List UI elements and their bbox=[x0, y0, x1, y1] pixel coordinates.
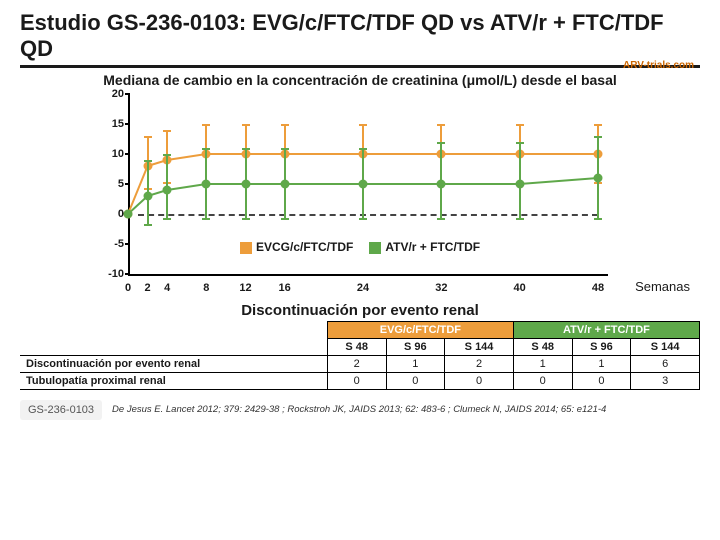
table-cell: 0 bbox=[572, 372, 631, 389]
table-sub-header: S 96 bbox=[572, 338, 631, 355]
table-cell: 3 bbox=[631, 372, 700, 389]
table-row-label: Tubulopatía proximal renal bbox=[20, 372, 327, 389]
data-point bbox=[124, 209, 133, 218]
table-sub-header: S 48 bbox=[327, 338, 386, 355]
table-sub-header: S 48 bbox=[513, 338, 572, 355]
table-cell: 0 bbox=[513, 372, 572, 389]
table-group-header: ATV/r + FTC/TDF bbox=[513, 321, 699, 338]
data-point bbox=[241, 179, 250, 188]
x-tick-label: 16 bbox=[279, 282, 291, 294]
y-tick-label: 15 bbox=[100, 118, 124, 130]
y-tick-label: 5 bbox=[100, 178, 124, 190]
table-cell: 1 bbox=[386, 355, 445, 372]
y-tick-label: 20 bbox=[100, 88, 124, 100]
data-point bbox=[163, 185, 172, 194]
table-row-label: Discontinuación por evento renal bbox=[20, 355, 327, 372]
data-point bbox=[143, 191, 152, 200]
y-tick-label: -5 bbox=[100, 238, 124, 250]
study-badge: GS-236-0103 bbox=[20, 400, 102, 420]
x-tick-label: 24 bbox=[357, 282, 369, 294]
x-tick-label: 12 bbox=[239, 282, 251, 294]
table-title: Discontinuación por evento renal bbox=[20, 302, 700, 319]
table-sub-header: S 96 bbox=[386, 338, 445, 355]
x-tick-label: 32 bbox=[435, 282, 447, 294]
creatinine-chart: -10-5051015200248121624324048SemanasEVCG… bbox=[100, 94, 630, 294]
y-tick-label: 10 bbox=[100, 148, 124, 160]
table-cell: 1 bbox=[572, 355, 631, 372]
x-axis-label: Semanas bbox=[635, 279, 690, 294]
site-logo: ARV-trials.com bbox=[623, 60, 694, 71]
table-cell: 0 bbox=[445, 372, 514, 389]
x-tick-label: 48 bbox=[592, 282, 604, 294]
y-tick-label: -10 bbox=[100, 268, 124, 280]
x-tick-label: 8 bbox=[203, 282, 209, 294]
y-tick-label: 0 bbox=[100, 208, 124, 220]
discontinuation-table: EVG/c/FTC/TDFATV/r + FTC/TDFS 48S 96S 14… bbox=[20, 321, 700, 390]
data-point bbox=[280, 179, 289, 188]
chart-legend: EVCG/c/FTC/TDFATV/r + FTC/TDF bbox=[240, 240, 480, 254]
x-tick-label: 2 bbox=[145, 282, 151, 294]
table-cell: 2 bbox=[445, 355, 514, 372]
citation-text: De Jesus E. Lancet 2012; 379: 2429-38 ; … bbox=[112, 404, 606, 415]
table-sub-header: S 144 bbox=[631, 338, 700, 355]
data-point bbox=[594, 173, 603, 182]
chart-subtitle: Mediana de cambio en la concentración de… bbox=[20, 72, 700, 88]
data-point bbox=[359, 179, 368, 188]
table-cell: 2 bbox=[327, 355, 386, 372]
table-cell: 6 bbox=[631, 355, 700, 372]
data-point bbox=[515, 179, 524, 188]
table-cell: 0 bbox=[386, 372, 445, 389]
table-cell: 1 bbox=[513, 355, 572, 372]
data-point bbox=[437, 179, 446, 188]
table-sub-header: S 144 bbox=[445, 338, 514, 355]
x-tick-label: 40 bbox=[514, 282, 526, 294]
page-title: Estudio GS-236-0103: EVG/c/FTC/TDF QD vs… bbox=[20, 10, 700, 68]
data-point bbox=[202, 179, 211, 188]
table-cell: 0 bbox=[327, 372, 386, 389]
table-group-header: EVG/c/FTC/TDF bbox=[327, 321, 513, 338]
x-tick-label: 0 bbox=[125, 282, 131, 294]
x-tick-label: 4 bbox=[164, 282, 170, 294]
